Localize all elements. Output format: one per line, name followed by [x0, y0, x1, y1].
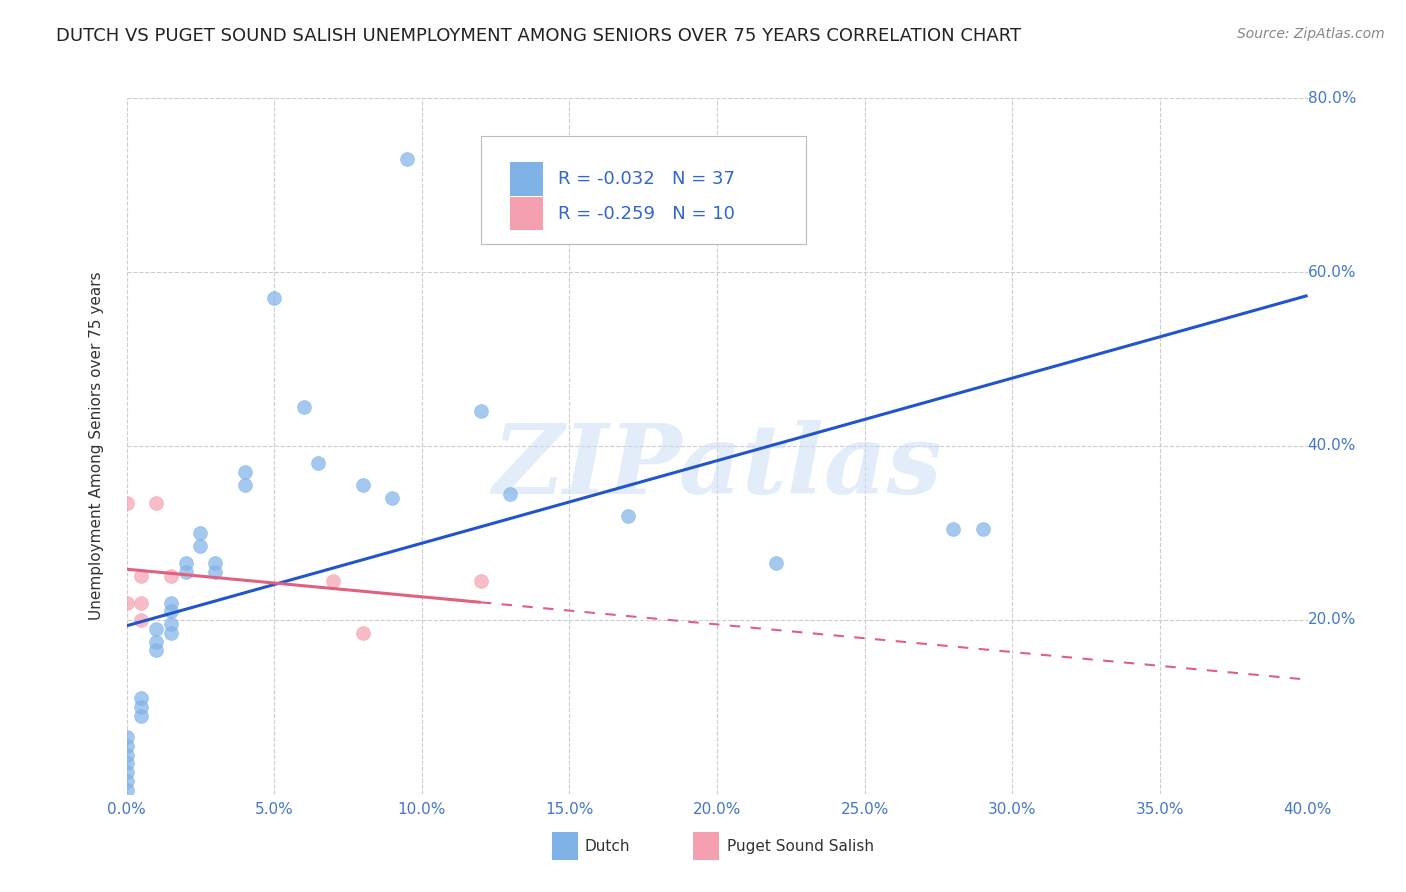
Bar [510, 197, 544, 230]
Text: R = -0.032   N = 37: R = -0.032 N = 37 [558, 170, 734, 188]
Point [115, 773, 138, 788]
Point [292, 400, 315, 414]
Point [308, 456, 330, 471]
Point [160, 626, 183, 640]
Text: 60.0%: 60.0% [1308, 265, 1355, 279]
Point [145, 634, 167, 648]
Text: 80.0%: 80.0% [1308, 91, 1355, 105]
Point [617, 508, 640, 523]
Point [188, 539, 212, 553]
Text: Dutch: Dutch [585, 838, 630, 854]
Point [115, 747, 138, 762]
Bar [510, 162, 544, 195]
Point [115, 765, 138, 780]
Point [129, 699, 153, 714]
Point [765, 557, 787, 571]
Point [160, 569, 183, 583]
Point [470, 574, 492, 588]
Point [160, 596, 183, 610]
Point [204, 557, 226, 571]
Point [942, 522, 965, 536]
Text: R = -0.259   N = 10: R = -0.259 N = 10 [558, 205, 734, 223]
Point [396, 152, 419, 166]
Point [204, 565, 226, 579]
Point [233, 478, 256, 492]
Text: 40.0%: 40.0% [1308, 439, 1355, 453]
Point [145, 622, 167, 636]
Point [115, 756, 138, 771]
Point [233, 465, 256, 479]
Point [115, 782, 138, 797]
Point [129, 569, 153, 583]
Point [115, 495, 138, 509]
Point [160, 617, 183, 632]
Point [145, 643, 167, 657]
Point [188, 525, 212, 540]
Bar [693, 832, 720, 860]
Text: ZIPatlas: ZIPatlas [492, 420, 942, 514]
Text: Source: ZipAtlas.com: Source: ZipAtlas.com [1237, 27, 1385, 41]
FancyBboxPatch shape [481, 136, 806, 244]
Point [174, 565, 197, 579]
Point [352, 626, 374, 640]
Point [352, 478, 374, 492]
Text: Puget Sound Salish: Puget Sound Salish [727, 838, 873, 854]
Point [115, 739, 138, 753]
Point [174, 557, 197, 571]
Point [470, 404, 492, 418]
Point [972, 522, 994, 536]
Point [115, 731, 138, 745]
Point [129, 691, 153, 706]
Point [115, 596, 138, 610]
Point [381, 491, 404, 505]
Point [129, 613, 153, 627]
Point [129, 708, 153, 723]
Text: 20.0%: 20.0% [1308, 613, 1355, 627]
Point [129, 596, 153, 610]
Text: DUTCH VS PUGET SOUND SALISH UNEMPLOYMENT AMONG SENIORS OVER 75 YEARS CORRELATION: DUTCH VS PUGET SOUND SALISH UNEMPLOYMENT… [56, 27, 1021, 45]
Bar [551, 832, 578, 860]
Point [145, 495, 167, 509]
Point [499, 487, 522, 501]
Point [263, 291, 285, 305]
Point [160, 604, 183, 618]
Point [322, 574, 344, 588]
Y-axis label: Unemployment Among Seniors over 75 years: Unemployment Among Seniors over 75 years [90, 272, 104, 620]
